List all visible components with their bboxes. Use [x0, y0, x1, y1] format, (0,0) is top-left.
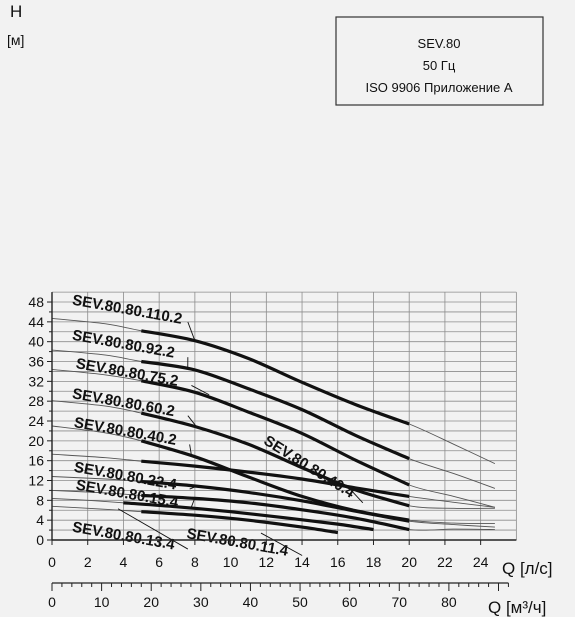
curve-heavy-sev-80-80-11-4: [141, 510, 339, 535]
leader-line-sev-80-80-22-4: [189, 485, 199, 490]
y-tick-label: 0: [36, 532, 44, 548]
y-tick-label: 20: [28, 433, 44, 449]
x-tick-label: 8: [191, 554, 199, 570]
x-tick-label: 16: [330, 554, 346, 570]
curve-heavy-sev-80-80-13-4: [123, 501, 374, 532]
y-tick-label: 48: [28, 294, 44, 310]
x-tick-label: 24: [473, 554, 489, 570]
y-tick-label: 32: [28, 373, 44, 389]
y-tick-label: 8: [36, 492, 44, 508]
secondary-tick-label: 20: [143, 594, 159, 610]
leader-line-sev-80-80-11-4: [260, 532, 303, 556]
leader-line-sev-80-80-60-2: [187, 415, 198, 428]
legend-line-frequency: 50 Гц: [423, 58, 456, 73]
leader-line-sev-80-80-40-2: [189, 444, 192, 455]
y-tick-label: 44: [28, 314, 44, 330]
x-tick-label: 6: [155, 554, 163, 570]
legend-line-model: SEV.80: [418, 36, 461, 51]
x-tick-label: 12: [259, 554, 275, 570]
y-tick-label: 12: [28, 473, 44, 489]
y-axis-title: H: [10, 2, 22, 21]
secondary-tick-label: 50: [292, 594, 308, 610]
legend-box: SEV.80 50 Гц ISO 9906 Приложение А: [335, 16, 544, 106]
legend-line-standard: ISO 9906 Приложение А: [365, 80, 512, 95]
y-tick-label: 40: [28, 334, 44, 350]
x-axis-unit-primary: Q [л/с]: [502, 559, 553, 578]
curve-heavy-sev-80-80-92-2: [141, 359, 410, 461]
curve-heavy-sev-80-80-110-2: [141, 329, 410, 426]
secondary-tick-label: 10: [94, 594, 110, 610]
y-tick-label: 28: [28, 393, 44, 409]
y-tick-label: 4: [36, 512, 44, 528]
curve-heavy-sev-80-80-22-4: [141, 479, 410, 523]
leader-line-sev-80-80-110-2: [187, 321, 196, 341]
y-axis-unit: [м]: [7, 32, 24, 48]
x-tick-label: 2: [84, 554, 92, 570]
pump-curves: [51, 317, 496, 535]
x-tick-label: 4: [120, 554, 128, 570]
y-tick-label: 36: [28, 354, 44, 370]
x-axis-unit-secondary: Q [м³/ч]: [488, 598, 546, 617]
x-tick-label: 22: [437, 554, 453, 570]
y-tick-label: 24: [28, 413, 44, 429]
x-tick-label: 20: [401, 554, 417, 570]
leader-line-sev-80-80-15-4: [191, 497, 196, 508]
curve-heavy-sev-80-80-60-2: [140, 411, 410, 508]
secondary-tick-label: 70: [391, 594, 407, 610]
leader-line-sev-80-80-40-4: [346, 485, 364, 504]
secondary-tick-label: 80: [441, 594, 457, 610]
x-tick-label: 14: [294, 554, 310, 570]
secondary-tick-label: 40: [243, 594, 259, 610]
curve-heavy-sev-80-80-40-4: [141, 459, 410, 498]
x-tick-label: 18: [366, 554, 382, 570]
secondary-tick-label: 0: [48, 594, 56, 610]
curve-heavy-sev-80-80-75-2: [140, 379, 410, 487]
y-tick-label: 16: [28, 453, 44, 469]
secondary-tick-label: 30: [193, 594, 209, 610]
leader-line-sev-80-80-13-4: [117, 508, 189, 550]
leader-line-sev-80-80-75-2: [191, 385, 210, 396]
curve-heavy-sev-80-80-15-4: [141, 493, 410, 532]
x-tick-label: 0: [48, 554, 56, 570]
secondary-tick-label: 60: [342, 594, 358, 610]
x-tick-label: 10: [223, 554, 239, 570]
